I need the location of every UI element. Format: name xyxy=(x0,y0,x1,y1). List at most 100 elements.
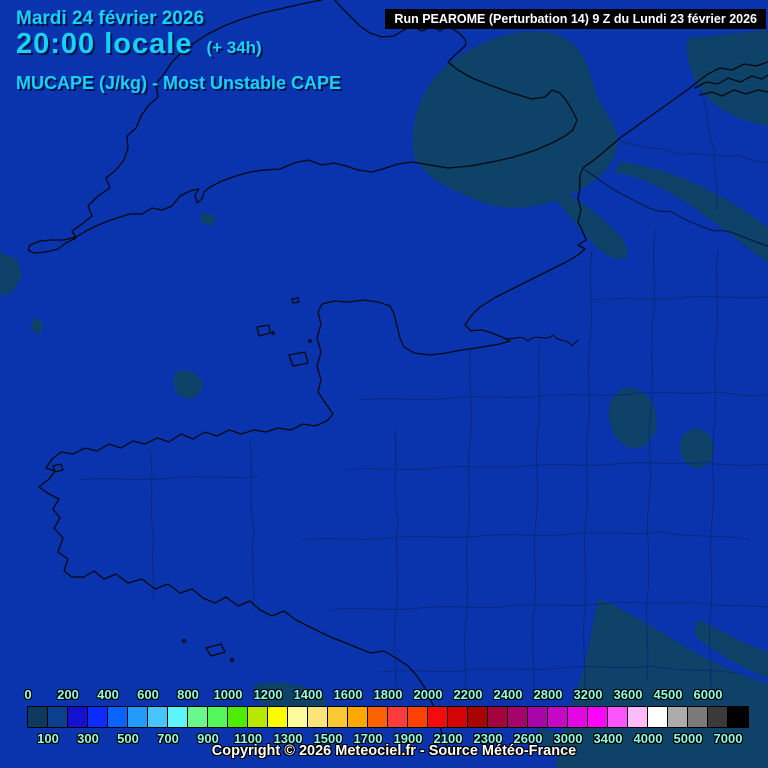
scale-tick-label: 100 xyxy=(37,731,59,746)
scale-cell xyxy=(668,707,688,727)
scale-cell xyxy=(548,707,568,727)
cape-patch xyxy=(173,370,203,399)
region-borders xyxy=(79,89,768,701)
run-info-box: Run PEAROME (Perturbation 14) 9 Z du Lun… xyxy=(385,9,766,29)
cape-low-patches xyxy=(0,30,768,768)
scale-tick-label: 1800 xyxy=(373,687,403,702)
scale-cell xyxy=(528,707,548,727)
scale-cell xyxy=(148,707,168,727)
islet xyxy=(229,657,235,663)
region-border xyxy=(532,339,541,701)
scale-cell xyxy=(308,707,328,727)
scale-tick-label: 2600 xyxy=(513,731,543,746)
scale-tick-label: 3600 xyxy=(613,687,643,702)
header-time-value: 20:00 locale xyxy=(16,28,193,60)
copyright-text: Copyright © 2026 Meteociel.fr - Source M… xyxy=(211,743,577,759)
scale-tick-label: 1400 xyxy=(293,687,323,702)
cape-patch xyxy=(608,387,657,449)
scale-cell xyxy=(108,707,128,727)
header-forecast-offset: (+ 34h) xyxy=(206,38,262,57)
scale-tick-label: 2400 xyxy=(493,687,523,702)
header-time: 20:00 locale (+ 34h) xyxy=(16,28,262,61)
scale-tick-label: 2200 xyxy=(453,687,483,702)
scale-tick-label: 1700 xyxy=(353,731,383,746)
scale-tick-label: 1100 xyxy=(233,731,263,746)
cape-patch xyxy=(31,318,43,334)
cape-patch xyxy=(614,162,768,262)
scale-cell xyxy=(428,707,448,727)
coastline-netherlands xyxy=(694,74,768,89)
scale-cell xyxy=(468,707,488,727)
cape-patch xyxy=(536,728,576,754)
header-date: Mardi 24 février 2026 xyxy=(16,8,205,29)
region-border xyxy=(583,249,593,701)
scale-cell xyxy=(208,707,228,727)
scale-tick-label: 600 xyxy=(137,687,159,702)
scale-cell xyxy=(448,707,468,727)
island-jersey xyxy=(288,351,309,367)
coastline-england xyxy=(27,0,578,254)
island-guernsey xyxy=(256,324,271,337)
scale-cell xyxy=(408,707,428,727)
scale-tick-label: 4000 xyxy=(633,731,663,746)
scale-tick-label: 700 xyxy=(157,731,179,746)
scale-tick-label: 3400 xyxy=(593,731,623,746)
region-border xyxy=(299,531,751,541)
scale-tick-label: 800 xyxy=(177,687,199,702)
scale-tick-label: 4500 xyxy=(653,687,683,702)
scale-cell xyxy=(368,707,388,727)
cape-patch xyxy=(200,212,216,226)
cape-patch xyxy=(253,682,327,713)
scale-tick-label: 2100 xyxy=(433,731,463,746)
region-border xyxy=(79,475,261,481)
cape-patch xyxy=(412,31,618,208)
scale-tick-label: 300 xyxy=(77,731,99,746)
cape-patch xyxy=(694,620,768,678)
scale-cell xyxy=(268,707,288,727)
scale-tick-label: 6000 xyxy=(693,687,723,702)
scale-tick-label: 5000 xyxy=(673,731,703,746)
scale-tick-label: 900 xyxy=(197,731,219,746)
scale-cell xyxy=(628,707,648,727)
region-border xyxy=(359,391,768,401)
scale-tick-label: 400 xyxy=(97,687,119,702)
scale-cell xyxy=(288,707,308,727)
scale-tick-label: 3200 xyxy=(573,687,603,702)
coastline-netherlands xyxy=(699,89,768,97)
scale-cell xyxy=(168,707,188,727)
islet xyxy=(271,331,275,335)
region-border xyxy=(379,665,741,675)
region-border xyxy=(344,461,768,471)
scale-cell xyxy=(728,707,748,727)
scale-cell xyxy=(88,707,108,727)
scale-cell xyxy=(348,707,368,727)
region-border xyxy=(394,429,399,691)
scale-tick-label: 1900 xyxy=(393,731,423,746)
coastlines xyxy=(27,0,768,746)
scale-tick-label: 7000 xyxy=(713,731,743,746)
scale-labels-bottom: 100 300 500 700 900 1100 1300 1500 1700 1900 2100 2… xyxy=(0,731,768,747)
scale-cell xyxy=(28,707,48,727)
scale-tick-label: 1300 xyxy=(273,731,303,746)
scale-cell xyxy=(648,707,668,727)
scale-cell xyxy=(68,707,88,727)
scale-cell xyxy=(188,707,208,727)
scale-tick-label: 1500 xyxy=(313,731,343,746)
region-border xyxy=(589,296,768,301)
scale-cell xyxy=(568,707,588,727)
color-scale-bar xyxy=(27,706,749,728)
island-ouessant xyxy=(52,463,64,473)
islet xyxy=(181,638,187,644)
region-border xyxy=(149,449,155,601)
scale-tick-label: 1200 xyxy=(253,687,283,702)
river-seine xyxy=(499,334,579,347)
islet xyxy=(308,339,312,343)
island-alderney xyxy=(291,297,300,304)
region-border xyxy=(646,229,656,681)
scale-cell xyxy=(328,707,348,727)
scale-tick-label: 1600 xyxy=(333,687,363,702)
cape-patch xyxy=(556,190,628,259)
scale-tick-label: 200 xyxy=(57,687,79,702)
region-border xyxy=(329,601,768,611)
